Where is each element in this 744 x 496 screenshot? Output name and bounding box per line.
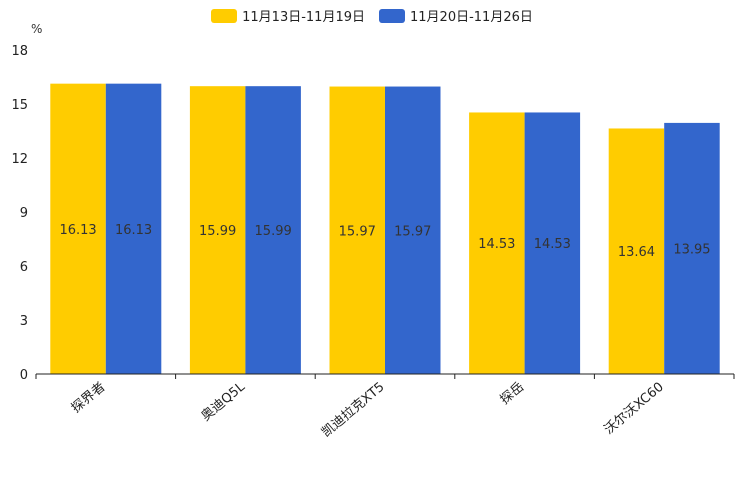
y-tick-label: 0: [20, 368, 28, 383]
bar: [50, 83, 106, 374]
y-tick-label: 9: [20, 206, 28, 221]
bar: [664, 122, 720, 375]
bar: [189, 86, 246, 375]
legend-label-series-2: 11月20日-11月26日: [410, 10, 533, 25]
y-tick-label: 18: [11, 44, 28, 59]
bar-value-label: 14.53: [478, 237, 515, 252]
y-tick-label: 12: [11, 152, 28, 167]
bar: [329, 86, 385, 374]
y-tick-label: 3: [20, 314, 28, 329]
bar: [524, 112, 581, 375]
legend-item-series-2[interactable]: 11月20日-11月26日: [379, 6, 533, 25]
bar-value-label: 13.95: [673, 242, 710, 257]
legend-item-series-1[interactable]: 11月13日-11月19日: [211, 6, 365, 25]
x-tick-label: 探岳: [498, 380, 528, 408]
x-tick-label: 沃尔沃XC60: [602, 380, 667, 438]
bar-value-label: 15.97: [339, 224, 376, 239]
chart-legend: 11月13日-11月19日 11月20日-11月26日: [0, 6, 744, 25]
y-tick-label: 6: [20, 260, 28, 275]
legend-swatch-series-2: [379, 8, 405, 23]
bar-value-label: 15.99: [255, 224, 292, 239]
y-tick-label: 15: [11, 98, 28, 113]
legend-swatch-series-1: [211, 8, 238, 23]
bar: [469, 112, 525, 375]
bar-value-label: 16.13: [59, 223, 96, 238]
bar-value-label: 16.13: [115, 223, 152, 238]
bar-value-label: 14.53: [534, 237, 571, 252]
bar-value-label: 15.97: [394, 224, 431, 239]
x-tick-label: 探界者: [69, 380, 109, 417]
x-tick-label: 奥迪Q5L: [199, 379, 249, 424]
bar: [385, 86, 441, 374]
bar: [105, 83, 162, 374]
bar: [245, 86, 301, 375]
bar-value-label: 15.99: [199, 224, 236, 239]
y-axis-unit: %: [31, 22, 43, 36]
legend-label-series-1: 11月13日-11月19日: [242, 10, 365, 25]
bar: [608, 128, 665, 374]
bar-value-label: 13.64: [618, 245, 655, 260]
x-tick-label: 凯迪拉克XT5: [319, 380, 388, 441]
